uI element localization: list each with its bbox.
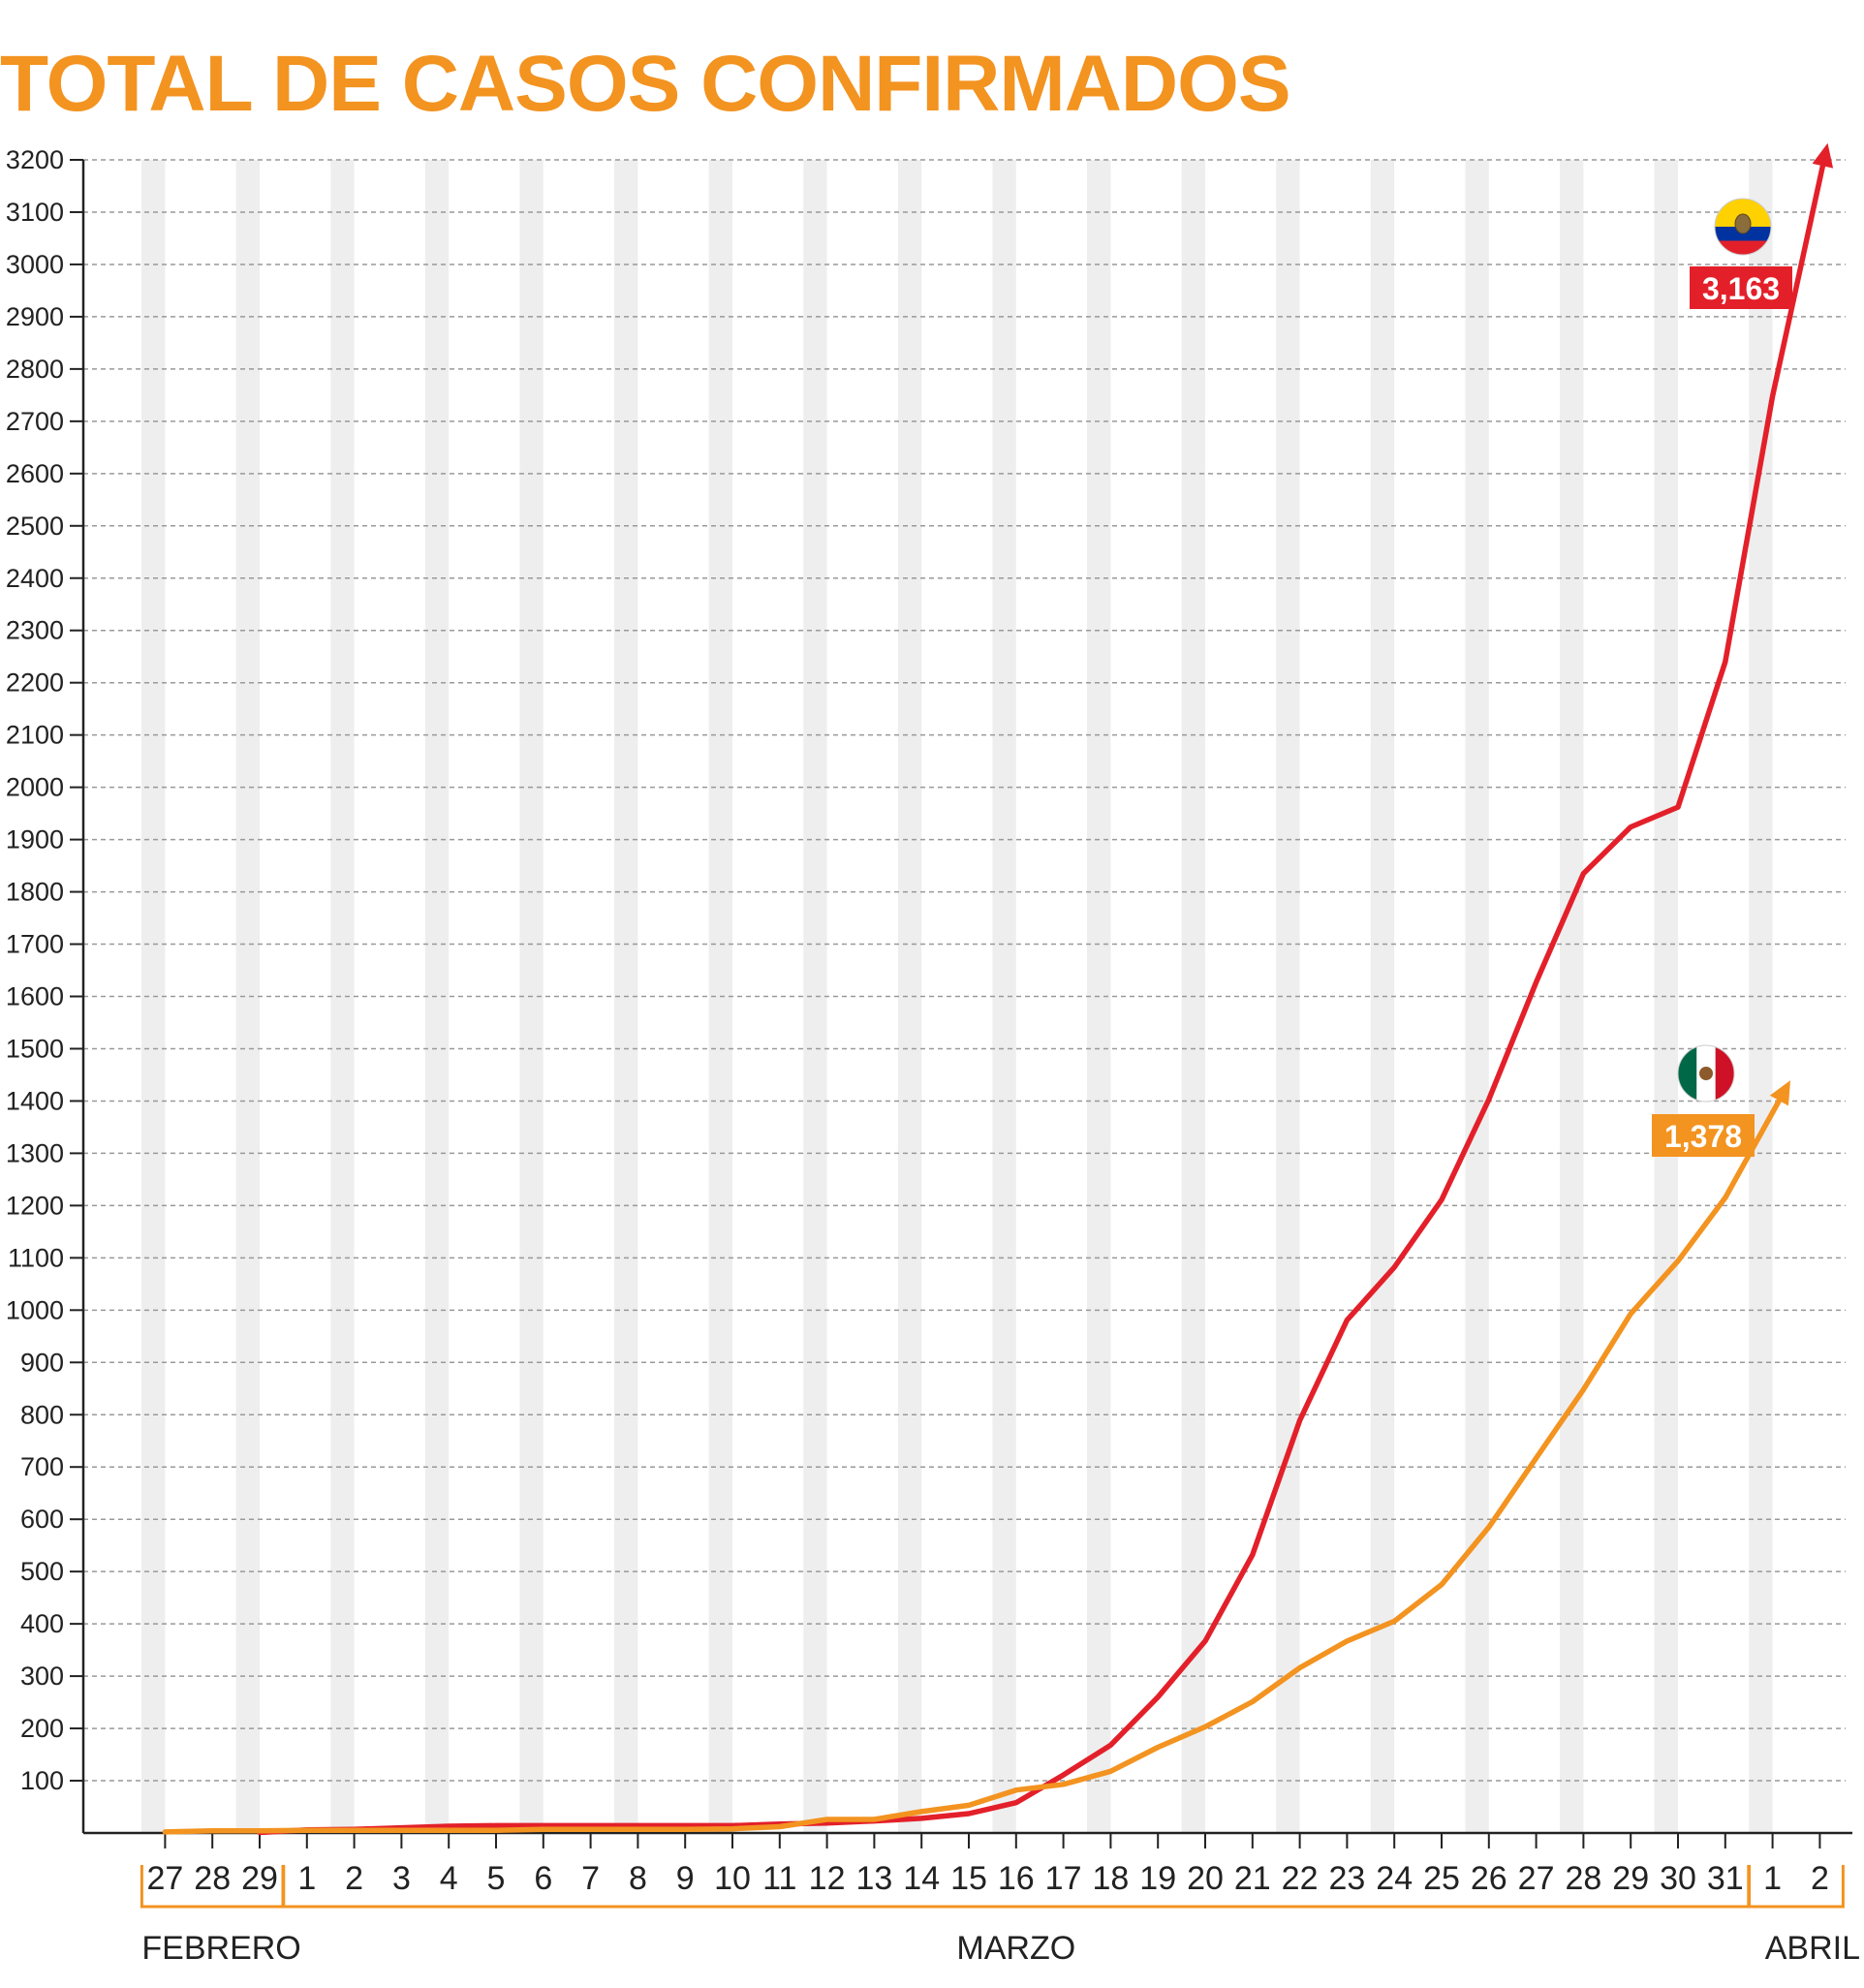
day-band <box>330 160 355 1833</box>
series-lines <box>162 142 1834 1836</box>
x-tick-label: 6 <box>534 1860 552 1897</box>
x-tick-label: 30 <box>1660 1860 1696 1897</box>
x-tick-label: 24 <box>1376 1860 1413 1897</box>
mexico-flag-icon <box>1677 1044 1735 1103</box>
y-tick-label: 3000 <box>6 250 64 279</box>
y-tick-label: 1700 <box>6 930 64 959</box>
end-label-mexico: 1,378 <box>1664 1119 1742 1154</box>
y-tick-label: 2300 <box>6 616 64 645</box>
month-bracket <box>1748 1865 1845 1909</box>
y-tick-label: 300 <box>20 1662 64 1691</box>
x-tick-label: 27 <box>1518 1860 1555 1897</box>
x-tick-label: 28 <box>194 1860 231 1897</box>
chart-title: TOTAL DE CASOS CONFIRMADOS <box>0 40 1291 128</box>
y-tick-label: 900 <box>20 1348 64 1377</box>
x-tick-label: 8 <box>629 1860 647 1897</box>
y-tick-label: 1100 <box>8 1243 64 1272</box>
x-tick-label: 20 <box>1187 1860 1224 1897</box>
x-tick-label: 21 <box>1234 1860 1271 1897</box>
day-band <box>803 160 827 1833</box>
x-tick-label: 26 <box>1471 1860 1507 1897</box>
ecuador-flag-icon <box>1714 198 1772 256</box>
x-tick-label: 29 <box>1612 1860 1649 1897</box>
x-tick-label: 3 <box>392 1860 411 1897</box>
end-labels: 3,163 1,378 <box>1652 198 1792 1157</box>
y-tick-label: 1900 <box>6 825 64 854</box>
y-tick-label: 2400 <box>6 564 64 593</box>
y-tick-label: 500 <box>20 1557 64 1586</box>
day-band <box>992 160 1016 1833</box>
x-tick-label: 18 <box>1092 1860 1129 1897</box>
end-label-box-ecuador <box>1690 266 1792 309</box>
y-tick-label: 700 <box>20 1452 64 1481</box>
y-tick-label: 1200 <box>6 1191 64 1220</box>
x-tick-label: 12 <box>809 1860 846 1897</box>
end-label-box-mexico <box>1652 1114 1755 1157</box>
y-tick-label: 2600 <box>6 459 64 488</box>
y-tick-label: 2900 <box>6 302 64 331</box>
x-tick-label: 2 <box>1811 1860 1829 1897</box>
x-tick-label: 19 <box>1139 1860 1176 1897</box>
x-tick-label: 22 <box>1282 1860 1319 1897</box>
y-tick-label: 600 <box>20 1505 64 1534</box>
month-label: MARZO <box>956 1930 1075 1967</box>
month-label: ABRIL <box>1765 1930 1860 1967</box>
y-tick-label: 3100 <box>6 198 64 227</box>
month-label: FEBRERO <box>141 1930 300 1967</box>
x-tick-label: 29 <box>241 1860 278 1897</box>
series-line-mexico <box>162 1109 1776 1835</box>
x-tick-label: 10 <box>714 1860 751 1897</box>
y-tick-label: 2700 <box>6 407 64 436</box>
y-tick-label: 100 <box>20 1766 64 1795</box>
x-tick-label: 11 <box>762 1860 796 1897</box>
x-tick-label: 7 <box>581 1860 600 1897</box>
x-tick-label: 28 <box>1565 1860 1601 1897</box>
day-band <box>235 160 260 1833</box>
month-brackets: FEBRERO MARZO ABRIL <box>140 1865 1860 1967</box>
y-tick-label: 1800 <box>6 878 64 907</box>
x-tick-label: 23 <box>1328 1860 1365 1897</box>
x-tick-label: 15 <box>950 1860 987 1897</box>
x-tick-labels: 27 28 29 1 2 3 4 5 6 7 8 9 10 11 12 13 14 15 16 17 18 19 20 21 2… <box>146 1860 1828 1897</box>
end-label-ecuador: 3,163 <box>1702 271 1780 306</box>
x-tick-label: 1 <box>1763 1860 1782 1897</box>
series-line-ecuador <box>257 176 1823 1836</box>
y-tick-label: 800 <box>20 1400 64 1429</box>
y-tick-label: 1600 <box>6 982 64 1011</box>
series-arrowhead <box>1812 142 1834 169</box>
y-tick-label: 2200 <box>6 668 64 698</box>
x-tick-label: 16 <box>998 1860 1035 1897</box>
x-tick-label: 31 <box>1707 1860 1744 1897</box>
x-tick-label: 1 <box>297 1860 316 1897</box>
y-tick-label: 1300 <box>6 1138 64 1167</box>
x-tick-label: 2 <box>345 1860 363 1897</box>
y-tick-label: 2100 <box>6 721 64 750</box>
y-tick-label: 2000 <box>6 773 64 802</box>
y-tick-label: 400 <box>20 1609 64 1638</box>
series-arrowhead <box>1769 1080 1790 1106</box>
x-tick-label: 14 <box>903 1860 940 1897</box>
y-tick-label: 2800 <box>6 355 64 384</box>
y-tick-labels: 100 200 300 400 500 600 700 800 900 1000 1100 1200 1… <box>6 145 64 1795</box>
y-tick-label: 1400 <box>6 1086 64 1115</box>
y-tick-label: 3200 <box>6 145 64 174</box>
x-tick-label: 5 <box>487 1860 506 1897</box>
x-tick-label: 13 <box>855 1860 892 1897</box>
day-band <box>897 160 922 1833</box>
x-tick-label: 4 <box>440 1860 458 1897</box>
day-band <box>1465 160 1489 1833</box>
x-tick-label: 27 <box>146 1860 183 1897</box>
y-tick-label: 1500 <box>6 1034 64 1063</box>
x-tick-label: 17 <box>1045 1860 1082 1897</box>
y-tick-label: 200 <box>20 1714 64 1743</box>
y-tick-label: 1000 <box>6 1295 64 1324</box>
x-tick-label: 9 <box>676 1860 695 1897</box>
day-band <box>1560 160 1584 1833</box>
y-tick-label: 2500 <box>6 512 64 541</box>
x-tick-label: 25 <box>1423 1860 1460 1897</box>
